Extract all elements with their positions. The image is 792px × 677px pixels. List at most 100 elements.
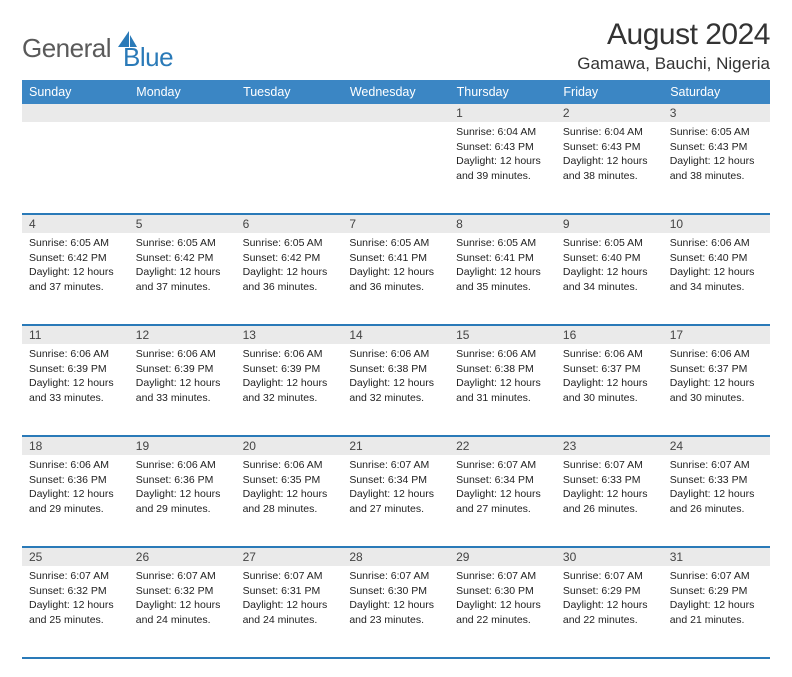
- daynum-row: 123: [22, 104, 770, 122]
- sunset-line: Sunset: 6:31 PM: [243, 584, 336, 599]
- day-content: Sunrise: 6:07 AMSunset: 6:32 PMDaylight:…: [22, 566, 129, 633]
- sunset-line: Sunset: 6:37 PM: [563, 362, 656, 377]
- daylight-line: Daylight: 12 hours and 21 minutes.: [670, 598, 763, 627]
- sunset-line: Sunset: 6:36 PM: [136, 473, 229, 488]
- daynum-cell: 9: [556, 214, 663, 233]
- daynum-cell: 1: [449, 104, 556, 122]
- daynum-row: 11121314151617: [22, 325, 770, 344]
- daynum-cell: 13: [236, 325, 343, 344]
- title-block: August 2024 Gamawa, Bauchi, Nigeria: [577, 18, 770, 74]
- sunset-line: Sunset: 6:39 PM: [29, 362, 122, 377]
- daynum-cell: 24: [663, 436, 770, 455]
- sunrise-line: Sunrise: 6:05 AM: [456, 236, 549, 251]
- daynum-cell: 10: [663, 214, 770, 233]
- daynum-cell: 17: [663, 325, 770, 344]
- calendar-day-cell: Sunrise: 6:07 AMSunset: 6:30 PMDaylight:…: [342, 566, 449, 658]
- calendar-header-cell: Saturday: [663, 80, 770, 104]
- calendar-day-cell: Sunrise: 6:04 AMSunset: 6:43 PMDaylight:…: [556, 122, 663, 214]
- sunset-line: Sunset: 6:40 PM: [670, 251, 763, 266]
- daylight-line: Daylight: 12 hours and 30 minutes.: [563, 376, 656, 405]
- calendar-day-cell: Sunrise: 6:05 AMSunset: 6:42 PMDaylight:…: [236, 233, 343, 325]
- day-content: Sunrise: 6:07 AMSunset: 6:34 PMDaylight:…: [342, 455, 449, 522]
- calendar-week-row: Sunrise: 6:06 AMSunset: 6:36 PMDaylight:…: [22, 455, 770, 547]
- sunrise-line: Sunrise: 6:07 AM: [243, 569, 336, 584]
- calendar-day-cell: Sunrise: 6:06 AMSunset: 6:36 PMDaylight:…: [129, 455, 236, 547]
- calendar-day-cell: Sunrise: 6:07 AMSunset: 6:33 PMDaylight:…: [663, 455, 770, 547]
- daynum-cell: 28: [342, 547, 449, 566]
- calendar-day-cell: Sunrise: 6:06 AMSunset: 6:40 PMDaylight:…: [663, 233, 770, 325]
- sunrise-line: Sunrise: 6:06 AM: [29, 458, 122, 473]
- sunset-line: Sunset: 6:41 PM: [456, 251, 549, 266]
- day-content: Sunrise: 6:07 AMSunset: 6:33 PMDaylight:…: [556, 455, 663, 522]
- sunrise-line: Sunrise: 6:07 AM: [563, 458, 656, 473]
- calendar-day-cell: Sunrise: 6:06 AMSunset: 6:37 PMDaylight:…: [663, 344, 770, 436]
- daynum-cell: 26: [129, 547, 236, 566]
- calendar-day-cell: [22, 122, 129, 214]
- calendar-day-cell: Sunrise: 6:06 AMSunset: 6:36 PMDaylight:…: [22, 455, 129, 547]
- daynum-cell: [236, 104, 343, 122]
- sunset-line: Sunset: 6:33 PM: [563, 473, 656, 488]
- sunrise-line: Sunrise: 6:06 AM: [670, 347, 763, 362]
- sunrise-line: Sunrise: 6:06 AM: [136, 347, 229, 362]
- day-content: Sunrise: 6:05 AMSunset: 6:42 PMDaylight:…: [236, 233, 343, 300]
- daynum-cell: 19: [129, 436, 236, 455]
- daylight-line: Daylight: 12 hours and 22 minutes.: [563, 598, 656, 627]
- sunrise-line: Sunrise: 6:06 AM: [456, 347, 549, 362]
- daylight-line: Daylight: 12 hours and 35 minutes.: [456, 265, 549, 294]
- day-content: Sunrise: 6:06 AMSunset: 6:39 PMDaylight:…: [236, 344, 343, 411]
- calendar-table: SundayMondayTuesdayWednesdayThursdayFrid…: [22, 80, 770, 659]
- day-content: Sunrise: 6:05 AMSunset: 6:43 PMDaylight:…: [663, 122, 770, 189]
- day-content: Sunrise: 6:07 AMSunset: 6:29 PMDaylight:…: [556, 566, 663, 633]
- daylight-line: Daylight: 12 hours and 29 minutes.: [136, 487, 229, 516]
- header: General Blue August 2024 Gamawa, Bauchi,…: [22, 18, 770, 74]
- calendar-day-cell: Sunrise: 6:04 AMSunset: 6:43 PMDaylight:…: [449, 122, 556, 214]
- calendar-day-cell: Sunrise: 6:06 AMSunset: 6:38 PMDaylight:…: [342, 344, 449, 436]
- daylight-line: Daylight: 12 hours and 29 minutes.: [29, 487, 122, 516]
- day-content: Sunrise: 6:05 AMSunset: 6:40 PMDaylight:…: [556, 233, 663, 300]
- calendar-week-row: Sunrise: 6:04 AMSunset: 6:43 PMDaylight:…: [22, 122, 770, 214]
- calendar-day-cell: Sunrise: 6:06 AMSunset: 6:39 PMDaylight:…: [22, 344, 129, 436]
- day-content: Sunrise: 6:07 AMSunset: 6:30 PMDaylight:…: [342, 566, 449, 633]
- sunrise-line: Sunrise: 6:06 AM: [243, 347, 336, 362]
- sunrise-line: Sunrise: 6:06 AM: [243, 458, 336, 473]
- daynum-cell: 8: [449, 214, 556, 233]
- daynum-cell: 22: [449, 436, 556, 455]
- day-content: Sunrise: 6:06 AMSunset: 6:37 PMDaylight:…: [663, 344, 770, 411]
- daylight-line: Daylight: 12 hours and 34 minutes.: [563, 265, 656, 294]
- daynum-cell: 16: [556, 325, 663, 344]
- sunset-line: Sunset: 6:39 PM: [243, 362, 336, 377]
- daynum-cell: 30: [556, 547, 663, 566]
- sunrise-line: Sunrise: 6:07 AM: [563, 569, 656, 584]
- calendar-day-cell: [236, 122, 343, 214]
- sunset-line: Sunset: 6:33 PM: [670, 473, 763, 488]
- calendar-header-cell: Thursday: [449, 80, 556, 104]
- sunset-line: Sunset: 6:30 PM: [456, 584, 549, 599]
- calendar-day-cell: Sunrise: 6:07 AMSunset: 6:29 PMDaylight:…: [556, 566, 663, 658]
- daylight-line: Daylight: 12 hours and 30 minutes.: [670, 376, 763, 405]
- day-content: Sunrise: 6:06 AMSunset: 6:38 PMDaylight:…: [342, 344, 449, 411]
- sunrise-line: Sunrise: 6:07 AM: [349, 458, 442, 473]
- calendar-day-cell: Sunrise: 6:07 AMSunset: 6:33 PMDaylight:…: [556, 455, 663, 547]
- daylight-line: Daylight: 12 hours and 33 minutes.: [136, 376, 229, 405]
- daylight-line: Daylight: 12 hours and 28 minutes.: [243, 487, 336, 516]
- day-content: Sunrise: 6:07 AMSunset: 6:33 PMDaylight:…: [663, 455, 770, 522]
- sunrise-line: Sunrise: 6:06 AM: [563, 347, 656, 362]
- calendar-day-cell: Sunrise: 6:05 AMSunset: 6:42 PMDaylight:…: [129, 233, 236, 325]
- daylight-line: Daylight: 12 hours and 31 minutes.: [456, 376, 549, 405]
- calendar-day-cell: Sunrise: 6:05 AMSunset: 6:42 PMDaylight:…: [22, 233, 129, 325]
- sunrise-line: Sunrise: 6:06 AM: [29, 347, 122, 362]
- sunrise-line: Sunrise: 6:06 AM: [349, 347, 442, 362]
- calendar-day-cell: Sunrise: 6:05 AMSunset: 6:43 PMDaylight:…: [663, 122, 770, 214]
- sunrise-line: Sunrise: 6:07 AM: [349, 569, 442, 584]
- calendar-header-cell: Sunday: [22, 80, 129, 104]
- daynum-cell: 2: [556, 104, 663, 122]
- logo: General Blue: [22, 24, 173, 73]
- daynum-cell: [342, 104, 449, 122]
- daynum-cell: 25: [22, 547, 129, 566]
- sunset-line: Sunset: 6:34 PM: [456, 473, 549, 488]
- sunrise-line: Sunrise: 6:05 AM: [670, 125, 763, 140]
- daynum-cell: 5: [129, 214, 236, 233]
- day-content: Sunrise: 6:07 AMSunset: 6:30 PMDaylight:…: [449, 566, 556, 633]
- sunrise-line: Sunrise: 6:04 AM: [563, 125, 656, 140]
- daylight-line: Daylight: 12 hours and 36 minutes.: [349, 265, 442, 294]
